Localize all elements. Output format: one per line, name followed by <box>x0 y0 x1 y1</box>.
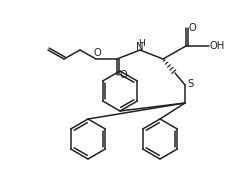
Text: H: H <box>138 39 146 47</box>
Text: O: O <box>93 48 101 58</box>
Text: S: S <box>188 79 194 89</box>
Text: O: O <box>119 70 127 80</box>
Text: O: O <box>188 23 196 33</box>
Text: N: N <box>136 42 144 52</box>
Text: OH: OH <box>209 41 225 51</box>
